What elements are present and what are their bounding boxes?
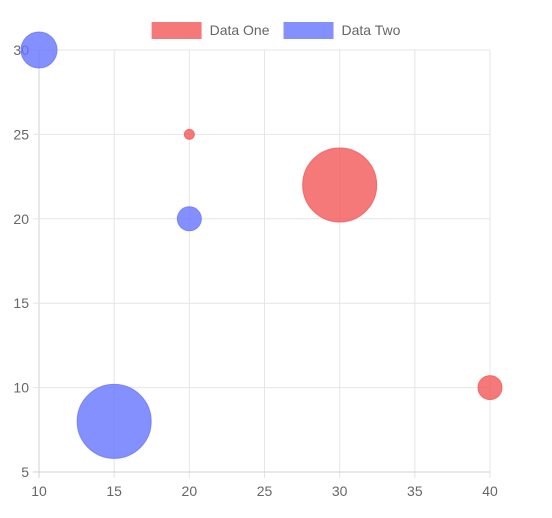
y-tick-label: 25 xyxy=(13,126,29,142)
legend-item[interactable]: Data Two xyxy=(283,22,401,39)
bubbles xyxy=(20,31,503,459)
legend-swatch xyxy=(283,22,334,39)
grid-lines xyxy=(33,49,491,478)
y-tick-label: 20 xyxy=(13,211,29,227)
legend-label: Data One xyxy=(210,22,270,38)
x-tick-label: 35 xyxy=(407,483,423,499)
x-tick-label: 10 xyxy=(31,483,47,499)
legend: Data One Data Two xyxy=(151,22,401,39)
bubble-point[interactable] xyxy=(302,147,378,223)
x-tick-label: 20 xyxy=(182,483,198,499)
x-tick-label: 30 xyxy=(332,483,348,499)
y-tick-label: 15 xyxy=(13,295,29,311)
bubble-point[interactable] xyxy=(76,383,152,459)
legend-label: Data Two xyxy=(342,22,401,38)
bubble-point[interactable] xyxy=(477,375,503,401)
bubble-point[interactable] xyxy=(176,206,202,232)
legend-swatch xyxy=(151,22,202,39)
y-tick-label: 5 xyxy=(21,464,29,480)
y-tick-label: 10 xyxy=(13,380,29,396)
bubble-point[interactable] xyxy=(20,31,58,69)
x-tick-label: 40 xyxy=(482,483,498,499)
axes: 1015202530354051015202530 xyxy=(13,42,498,499)
bubble-point[interactable] xyxy=(183,128,195,140)
x-tick-label: 15 xyxy=(106,483,122,499)
x-tick-label: 25 xyxy=(257,483,273,499)
legend-item[interactable]: Data One xyxy=(151,22,270,39)
